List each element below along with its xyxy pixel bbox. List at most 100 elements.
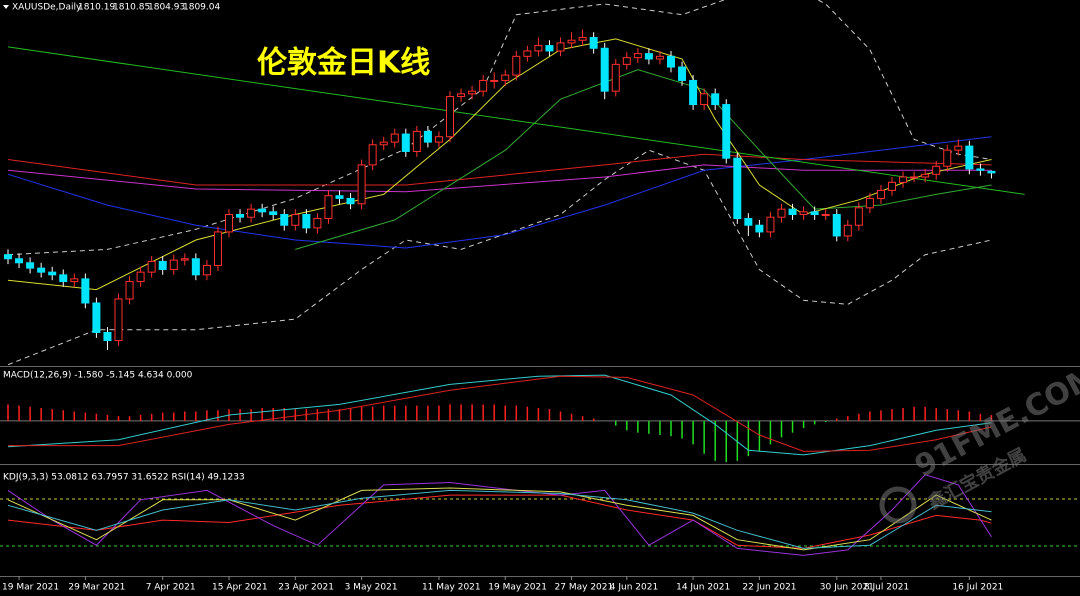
candle-body — [567, 39, 576, 44]
panel — [0, 374, 1080, 462]
candle-body — [899, 176, 908, 183]
candle-body — [910, 176, 919, 179]
candle-body — [37, 267, 46, 273]
menu-arrow — [3, 5, 9, 9]
x-tick-label: 29 Mar 2021 — [68, 583, 125, 593]
candle-body — [457, 93, 466, 98]
indicator-line — [7, 164, 992, 193]
candle-body — [280, 214, 289, 226]
indicator-line — [7, 487, 992, 551]
candle-body — [357, 164, 366, 205]
candle-body — [733, 157, 742, 220]
candle-body — [368, 144, 377, 166]
candle-body — [423, 130, 432, 143]
candle-body — [667, 55, 675, 68]
candle-body — [832, 214, 841, 237]
candle-body — [611, 63, 620, 92]
candle-body — [512, 55, 521, 76]
watermark-logo — [879, 486, 917, 524]
panel — [0, 474, 1080, 556]
kdj-header: KDJ(9,3,3) 53.0812 63.7957 31.6522 RSI(1… — [3, 473, 245, 483]
candle-body — [379, 141, 388, 146]
x-tick-label: 14 Jun 2021 — [676, 583, 730, 593]
candle-body — [225, 214, 233, 233]
candle-body — [302, 214, 311, 229]
indicator-line — [7, 374, 992, 456]
x-tick-label: 8 Jul 2021 — [864, 583, 909, 593]
price-header: XAUUSDe,Daily 1810.19 1810.85 1804.93 18… — [3, 3, 220, 13]
candle-body — [644, 53, 653, 60]
x-tick-label: 4 Jun 2021 — [610, 583, 658, 593]
candle-body — [434, 136, 443, 143]
candle-body — [523, 50, 532, 57]
candle-body — [655, 55, 664, 60]
candle-body — [468, 90, 477, 95]
indicator-line — [7, 494, 992, 549]
indicator-line — [7, 153, 992, 186]
chart-title: 伦敦金日K线 — [257, 46, 430, 81]
candle-body — [545, 45, 554, 52]
indicator-line — [7, 474, 992, 556]
candle-body — [876, 189, 885, 199]
x-tick-label: 19 May 2021 — [488, 583, 547, 593]
x-tick-label: 16 Jul 2021 — [952, 583, 1003, 593]
candle-body — [600, 47, 609, 92]
indicator-line — [7, 38, 992, 291]
candle-body — [125, 281, 134, 300]
candle-body — [678, 66, 687, 81]
candle-body — [865, 197, 874, 209]
candle-body — [236, 214, 245, 218]
candle-body — [987, 170, 996, 174]
symbol: XAUUSDe,Daily — [12, 3, 82, 13]
candle-body — [755, 224, 764, 233]
candle-body — [4, 254, 12, 260]
low-value: 1804.93 — [148, 3, 185, 13]
candle-body — [59, 274, 68, 283]
candle-body — [324, 195, 333, 220]
candle-body — [390, 133, 399, 143]
candle-body — [401, 133, 410, 152]
candle-body — [843, 224, 852, 237]
candle-body — [269, 211, 278, 216]
candle-body — [810, 211, 819, 216]
x-tick-label: 11 May 2021 — [422, 583, 481, 593]
candle-body — [501, 74, 510, 81]
indicator-line — [7, 46, 1025, 195]
candle-body — [490, 79, 499, 82]
x-tick-label: 3 May 2021 — [345, 583, 398, 593]
candle-body — [711, 93, 720, 106]
candle-body — [346, 197, 355, 205]
close-value: 1809.04 — [183, 3, 220, 13]
candle-body — [943, 149, 952, 167]
indicator-line — [7, 136, 992, 249]
candle-body — [766, 216, 775, 233]
high-value: 1810.85 — [113, 3, 150, 13]
candle-body — [92, 302, 101, 333]
candle-body — [821, 214, 830, 217]
candle-body — [777, 208, 786, 218]
candle-body — [169, 259, 178, 270]
candle-body — [15, 258, 24, 264]
candle-body — [589, 37, 598, 49]
panel — [4, 0, 1025, 366]
candle-body — [633, 53, 642, 59]
candle-body — [921, 173, 930, 178]
x-tick-label: 27 May 2021 — [555, 583, 614, 593]
candle-body — [335, 195, 344, 199]
candle-body — [313, 218, 322, 229]
macd-header: MACD(12,26,9) -1.580 -5.145 4.634 0.000 — [3, 371, 193, 381]
candle-body — [788, 208, 797, 216]
candle-body — [700, 93, 709, 106]
candle-body — [191, 258, 200, 276]
candle-body — [622, 57, 631, 65]
candle-body — [48, 271, 57, 276]
candle-body — [965, 145, 974, 170]
candle-body — [578, 37, 587, 41]
indicator-line — [7, 0, 992, 256]
candle-body — [180, 258, 189, 261]
candle-body — [976, 168, 985, 171]
candle-body — [258, 208, 267, 213]
candle-body — [744, 218, 753, 226]
